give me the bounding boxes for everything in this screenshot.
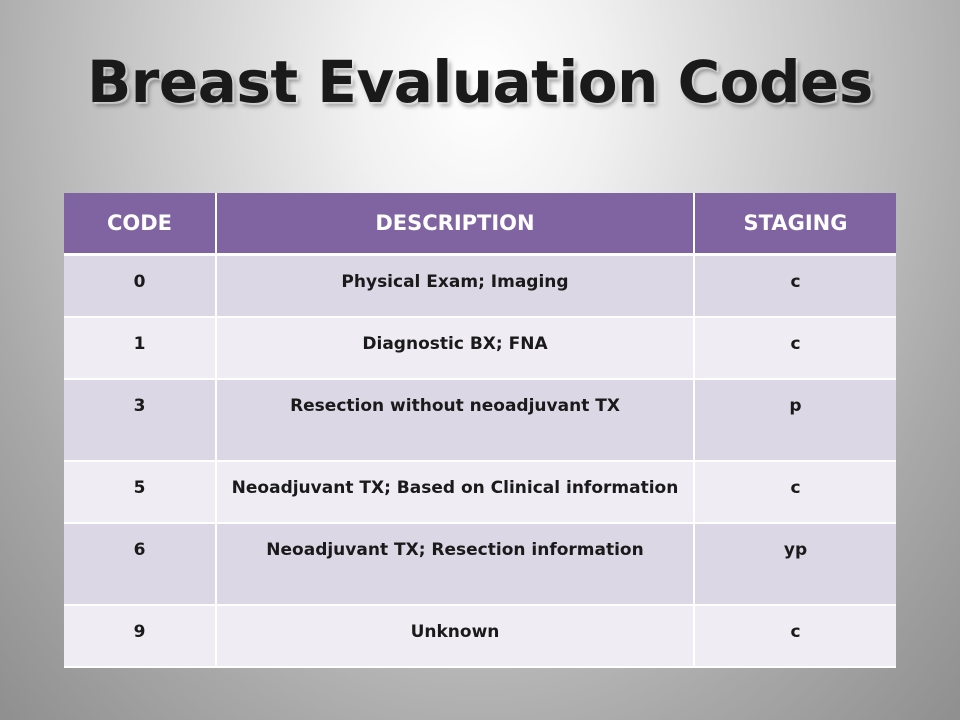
code-cell: 6 bbox=[64, 523, 217, 606]
table-header-row: CODE DESCRIPTION STAGING bbox=[64, 193, 896, 256]
staging-cell: c bbox=[694, 605, 896, 668]
code-cell: 3 bbox=[64, 379, 217, 462]
staging-cell: c bbox=[694, 254, 896, 318]
column-header-staging: STAGING bbox=[694, 193, 896, 256]
table-row: 1 Diagnostic BX; FNA c bbox=[64, 317, 896, 380]
table-row: 6 Neoadjuvant TX; Resection information … bbox=[64, 523, 896, 606]
codes-table: CODE DESCRIPTION STAGING 0 Physical Exam… bbox=[64, 193, 896, 668]
column-header-code: CODE bbox=[64, 193, 217, 256]
table-row: 5 Neoadjuvant TX; Based on Clinical info… bbox=[64, 461, 896, 524]
code-cell: 5 bbox=[64, 461, 217, 524]
slide-title: Breast Evaluation Codes bbox=[87, 48, 873, 116]
staging-cell: yp bbox=[694, 523, 896, 606]
column-header-description: DESCRIPTION bbox=[216, 193, 695, 256]
staging-cell: c bbox=[694, 461, 896, 524]
staging-cell: p bbox=[694, 379, 896, 462]
code-cell: 0 bbox=[64, 254, 217, 318]
table-row: 3 Resection without neoadjuvant TX p bbox=[64, 379, 896, 462]
table-row: 0 Physical Exam; Imaging c bbox=[64, 254, 896, 318]
code-cell: 9 bbox=[64, 605, 217, 668]
code-cell: 1 bbox=[64, 317, 217, 380]
staging-cell: c bbox=[694, 317, 896, 380]
description-cell: Resection without neoadjuvant TX bbox=[216, 379, 695, 462]
description-cell: Physical Exam; Imaging bbox=[216, 254, 695, 318]
table-row: 9 Unknown c bbox=[64, 605, 896, 668]
description-cell: Diagnostic BX; FNA bbox=[216, 317, 695, 380]
description-cell: Neoadjuvant TX; Based on Clinical inform… bbox=[216, 461, 695, 524]
description-cell: Neoadjuvant TX; Resection information bbox=[216, 523, 695, 606]
description-cell: Unknown bbox=[216, 605, 695, 668]
